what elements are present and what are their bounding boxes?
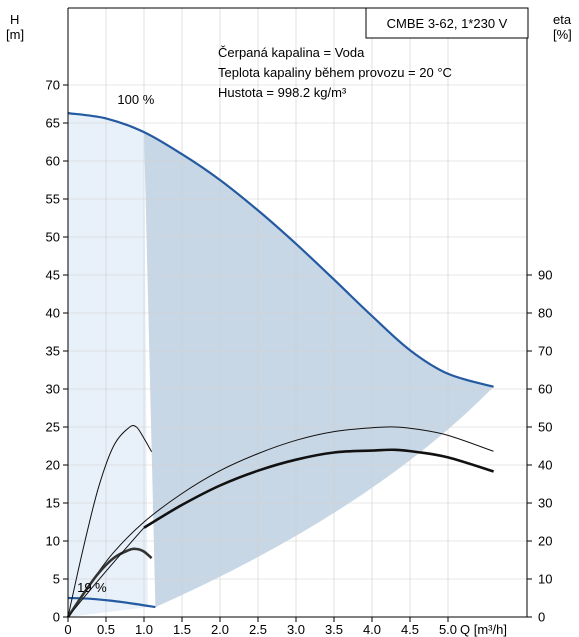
eta-curve-100-percent (143, 448, 494, 529)
ticks: 0 5 10 15 20 25 30 35 40 45 50 55 60 65 70 0 10 20 30 40 50 6… (46, 78, 553, 637)
y-right-tick-label: 40 (538, 458, 552, 473)
x-tick-label: 1.5 (173, 622, 191, 637)
y-right-label-line2: [%] (553, 27, 572, 42)
region-main (144, 132, 494, 608)
speed-label-100: 100 % (117, 92, 154, 107)
y-left-tick-label: 60 (46, 154, 60, 169)
curve-100-percent (67, 112, 494, 388)
x-tick-label: 3.0 (287, 622, 305, 637)
y-right-tick-label: 60 (538, 382, 552, 397)
y-left-tick-label: 15 (46, 496, 60, 511)
y-left-tick-label: 65 (46, 116, 60, 131)
y-left-label-line1: H (10, 12, 19, 27)
y-right-tick-label: 20 (538, 534, 552, 549)
y-right-tick-label: 90 (538, 268, 552, 283)
annotation-density: Hustota = 998.2 kg/m³ (218, 85, 347, 100)
y-right-tick-label: 30 (538, 496, 552, 511)
curves (66, 112, 494, 618)
y-left-tick-label: 50 (46, 230, 60, 245)
y-left-tick-label: 25 (46, 420, 60, 435)
x-tick-label: 2.5 (249, 622, 267, 637)
x-tick-label: 4.0 (363, 622, 381, 637)
annotation-temperature: Teplota kapaliny během provozu = 20 °C (218, 65, 452, 80)
x-axis-label: Q [m³/h] (460, 622, 507, 637)
eta-thin-curve-100-percent (67, 426, 494, 618)
y-left-tick-label: 40 (46, 306, 60, 321)
y-right-tick-label: 70 (538, 344, 552, 359)
y-right-tick-label: 80 (538, 306, 552, 321)
y-left-label-line2: [m] (6, 27, 24, 42)
x-tick-label: 1.0 (135, 622, 153, 637)
y-left-tick-label: 35 (46, 344, 60, 359)
eta-thin-curve-19-percent (67, 425, 153, 618)
chart-title: CMBE 3-62, 1*230 V (387, 16, 508, 31)
x-tick-label: 5.0 (439, 622, 457, 637)
y-right-label-line1: eta (553, 12, 572, 27)
y-left-tick-label: 0 (53, 610, 60, 625)
x-tick-label: 0 (64, 622, 71, 637)
y-right-tick-label: 50 (538, 420, 552, 435)
y-left-tick-label: 10 (46, 534, 60, 549)
eta-curve-100-start (67, 527, 145, 618)
y-right-tick-label: 10 (538, 572, 552, 587)
annotation-liquid: Čerpaná kapalina = Voda (218, 45, 365, 60)
title-box (365, 7, 529, 39)
y-right-tick-label: 0 (538, 610, 545, 625)
y-left-tick-label: 20 (46, 458, 60, 473)
operating-regions (68, 113, 494, 618)
x-tick-label: 2.0 (211, 622, 229, 637)
x-tick-label: 0.5 (97, 622, 115, 637)
y-left-tick-label: 55 (46, 192, 60, 207)
x-tick-label: 3.5 (325, 622, 343, 637)
speed-label-19: 19 % (77, 580, 107, 595)
grid (68, 8, 527, 617)
y-left-tick-label: 5 (53, 572, 60, 587)
y-left-tick-label: 30 (46, 382, 60, 397)
region-light (68, 113, 148, 618)
y-left-tick-label: 45 (46, 268, 60, 283)
y-left-tick-label: 70 (46, 78, 60, 93)
x-tick-label: 4.5 (401, 622, 419, 637)
